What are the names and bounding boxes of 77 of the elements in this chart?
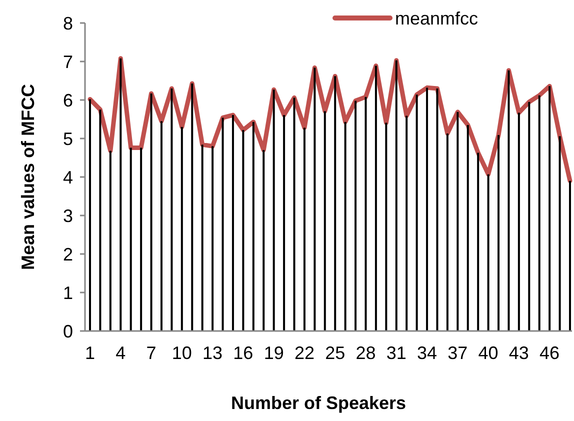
x-tick-label: 43 (508, 343, 529, 363)
x-tick-label: 22 (294, 343, 314, 363)
line-series (88, 56, 572, 184)
x-tick-label: 10 (172, 343, 192, 363)
bar (569, 180, 571, 331)
x-tick-label: 1 (84, 343, 96, 363)
x-tick-label: 25 (325, 343, 346, 363)
bar (242, 130, 244, 331)
x-tick-label: 31 (386, 343, 406, 363)
bar (324, 111, 326, 331)
bar (201, 144, 204, 331)
bar (232, 115, 234, 331)
bar (354, 100, 357, 331)
bar (487, 174, 490, 331)
bar (344, 122, 346, 331)
bar (558, 136, 561, 331)
bar (222, 118, 224, 331)
legend-label: meanmfcc (395, 8, 478, 28)
x-tick-label: 46 (540, 343, 560, 363)
bar (150, 93, 152, 331)
y-tick-label: 2 (62, 244, 73, 264)
bar (160, 121, 162, 331)
bar (528, 102, 530, 331)
x-tick-label: 34 (417, 343, 438, 363)
bar (89, 99, 91, 331)
bar (436, 88, 438, 331)
bar (293, 98, 296, 331)
y-tick-label: 6 (62, 90, 73, 110)
bar (130, 148, 132, 331)
bar (272, 90, 275, 331)
bar (508, 70, 510, 331)
bar (99, 110, 102, 331)
bar (518, 112, 520, 331)
bar (477, 152, 480, 331)
x-tick-label: 37 (448, 343, 468, 363)
bar (498, 135, 500, 331)
x-axis-title: Number of Speakers (230, 393, 406, 413)
bar (212, 146, 214, 331)
bar (374, 66, 377, 331)
y-tick-label: 5 (62, 128, 73, 149)
bar (314, 68, 316, 331)
y-tick-label: 1 (62, 282, 73, 303)
bar (548, 86, 551, 331)
bar (140, 148, 142, 331)
bar (191, 83, 194, 331)
x-tick-label: 40 (478, 343, 498, 363)
x-tick-label: 4 (116, 343, 126, 363)
x-tick-label: 28 (356, 343, 376, 363)
bar (426, 88, 428, 331)
x-tick-label: 13 (202, 343, 223, 363)
bar (466, 125, 469, 331)
bar (385, 122, 388, 331)
bar (446, 133, 448, 331)
bar (416, 94, 418, 331)
bar (180, 126, 183, 331)
y-tick-label: 7 (62, 52, 73, 72)
bar (364, 96, 367, 331)
bar (120, 58, 122, 331)
bar (170, 88, 173, 331)
bar (283, 115, 286, 331)
x-tick-label: 19 (264, 343, 284, 363)
bar (395, 60, 398, 331)
bar (538, 95, 540, 331)
bar (303, 128, 306, 331)
bar (109, 150, 112, 331)
x-tick-label: 7 (146, 343, 156, 363)
y-tick-label: 0 (62, 321, 73, 342)
y-axis-title: Mean values of MFCC (18, 84, 38, 270)
bar (456, 112, 459, 331)
y-tick-label: 4 (62, 167, 73, 188)
bar (406, 116, 408, 331)
bar (252, 122, 254, 331)
x-tick-label: 16 (233, 343, 254, 363)
y-tick-label: 8 (62, 13, 73, 34)
y-tick-label: 3 (62, 206, 73, 226)
bar (334, 76, 336, 331)
bar (262, 150, 265, 331)
